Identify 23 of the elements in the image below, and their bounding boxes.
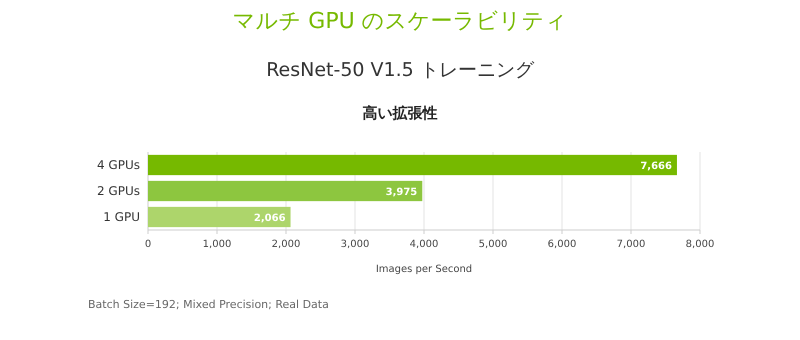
data-label: 7,666: [640, 161, 672, 172]
y-tick-label: 2 GPUs: [96, 184, 140, 198]
title: マルチ GPU のスケーラビリティ: [232, 9, 568, 34]
x-axis-title: Images per Second: [376, 264, 472, 275]
x-tick-label: 6,000: [548, 239, 576, 250]
bar: [148, 180, 422, 202]
data-label: 2,066: [254, 213, 286, 224]
y-tick-label: 1 GPU: [103, 210, 140, 224]
data-label: 3,975: [386, 187, 418, 198]
y-tick-label: 4 GPUs: [96, 158, 140, 172]
x-tick-label: 4,000: [410, 239, 438, 250]
x-tick-label: 8,000: [686, 239, 714, 250]
subtitle: ResNet-50 V1.5 トレーニング: [266, 59, 534, 81]
x-tick-label: 0: [144, 239, 152, 250]
text: Batch Size=192; Mixed Precision; Real Data: [88, 298, 329, 311]
x-tick-label: 3,000: [340, 239, 370, 250]
bar: [148, 206, 291, 228]
x-tick-label: 7,000: [616, 239, 646, 250]
bar: [148, 154, 677, 176]
x-tick-label: 1,000: [202, 239, 232, 250]
x-tick-label: 5,000: [478, 239, 508, 250]
text: 高い拡張性: [362, 104, 438, 122]
x-tick-label: 2,000: [272, 239, 300, 250]
